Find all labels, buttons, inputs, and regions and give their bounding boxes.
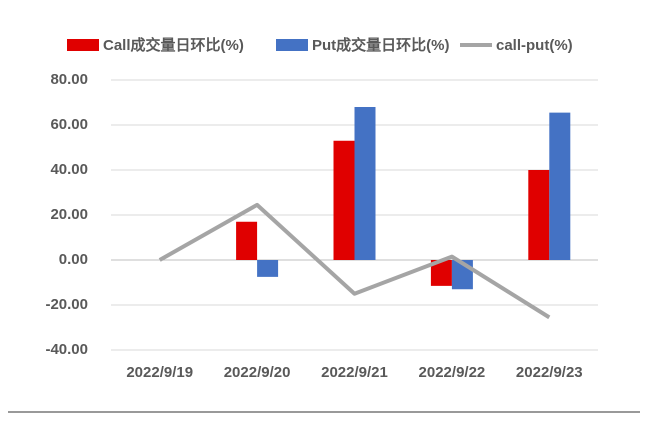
bar (333, 140, 355, 260)
bar (354, 107, 376, 260)
legend-swatch (276, 39, 308, 51)
x-tick-label: 2022/9/22 (419, 364, 486, 381)
x-tick-label: 2022/9/21 (321, 364, 388, 381)
x-tick-label: 2022/9/23 (516, 364, 583, 381)
bar (257, 260, 279, 277)
bar (549, 112, 571, 260)
y-tick-label: -20.00 (45, 296, 88, 313)
line-series (158, 202, 551, 320)
y-tick-label: 0.00 (59, 251, 88, 268)
legend-label: Put成交量日环比(%) (312, 36, 450, 54)
bar (430, 260, 452, 286)
legend-label: Call成交量日环比(%) (103, 36, 244, 54)
y-tick-label: 40.00 (50, 161, 88, 178)
x-tick-label: 2022/9/19 (126, 364, 193, 381)
y-tick-label: 80.00 (50, 71, 88, 88)
y-tick-label: -40.00 (45, 341, 88, 358)
x-tick-label: 2022/9/20 (224, 364, 291, 381)
bar (236, 221, 258, 260)
y-tick-label: 60.00 (50, 116, 88, 133)
y-tick-label: 20.00 (50, 206, 88, 223)
legend-swatch (67, 39, 99, 51)
bar (528, 170, 550, 260)
legend-label: call-put(%) (496, 37, 573, 54)
